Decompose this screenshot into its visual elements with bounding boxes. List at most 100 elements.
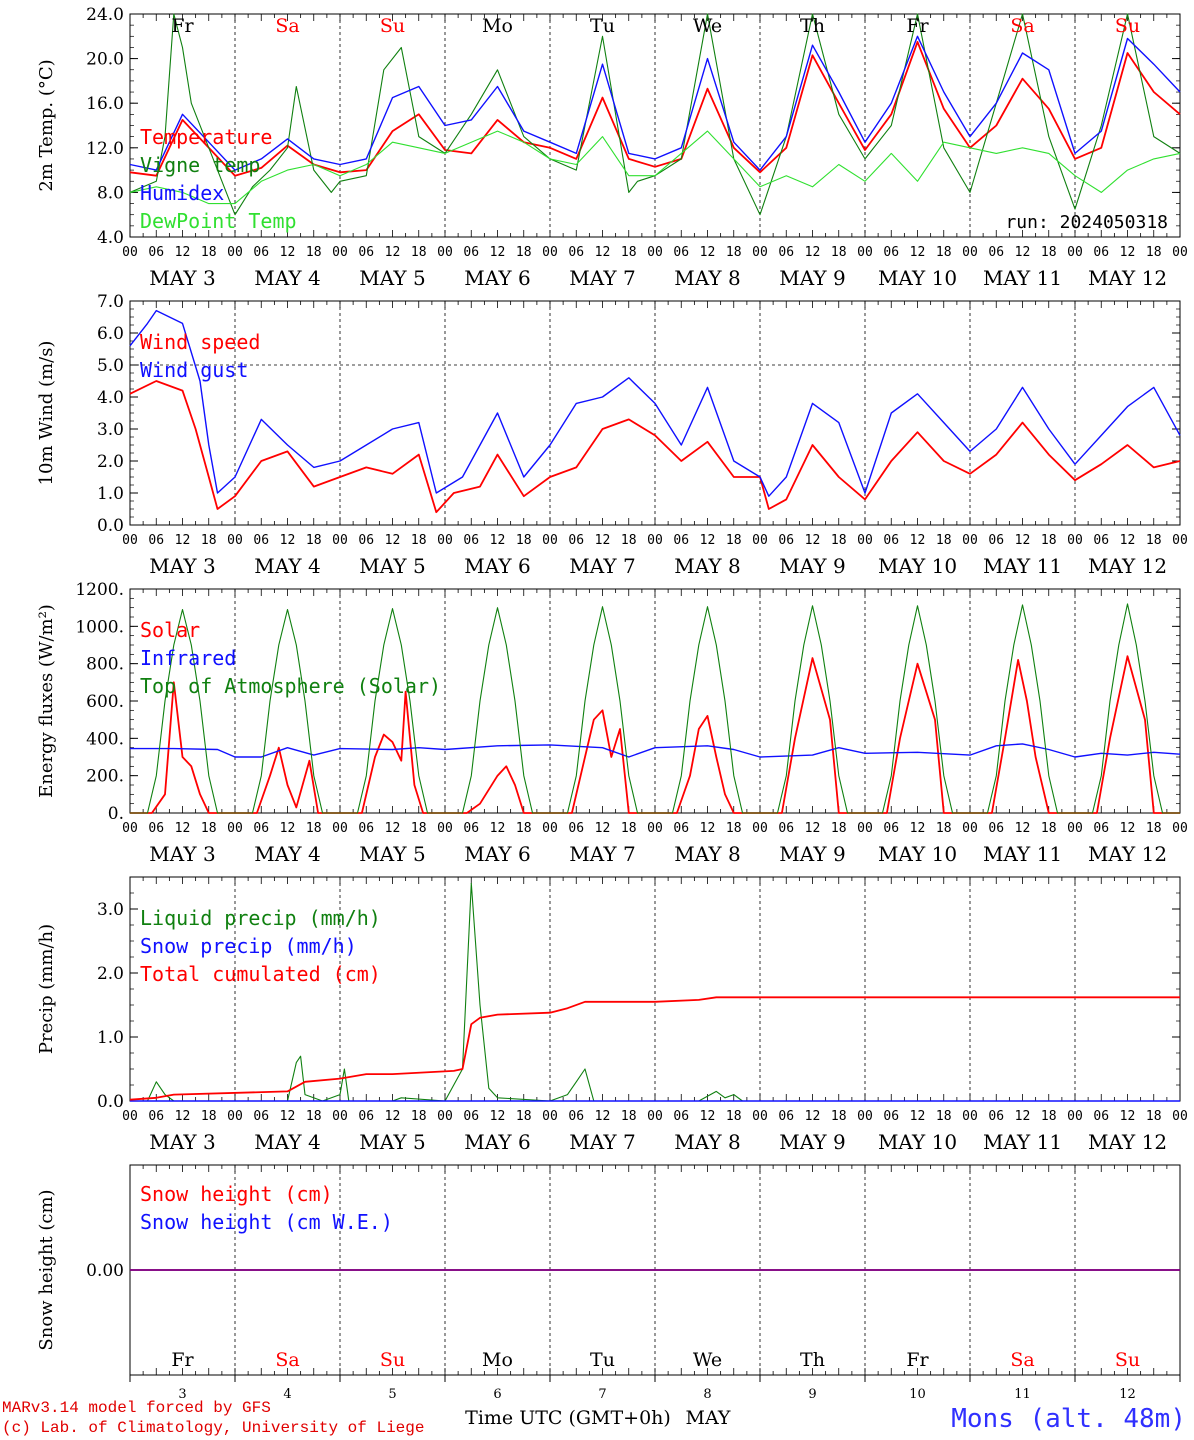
hour-tick-label: 12: [490, 245, 506, 260]
day-number: 10: [909, 1387, 926, 1402]
date-label: MAY 7: [569, 1130, 635, 1154]
hour-tick-label: 00: [332, 1109, 348, 1124]
y-tick-label: 0.00: [86, 1261, 124, 1281]
hour-tick-label: 18: [1146, 821, 1162, 836]
date-label: MAY 11: [983, 1130, 1062, 1154]
hour-tick-label: 12: [1015, 821, 1031, 836]
legend-entry: Snow height (cm): [140, 1182, 333, 1206]
weekday-label-bottom: Fr: [171, 1349, 194, 1371]
hour-tick-label: 12: [910, 1109, 926, 1124]
hour-tick-label: 00: [857, 821, 873, 836]
hour-tick-label: 00: [332, 533, 348, 548]
hour-tick-label: 12: [1120, 821, 1136, 836]
hour-tick-label: 18: [1146, 1109, 1162, 1124]
hour-tick-label: 00: [647, 821, 663, 836]
date-label: MAY 12: [1088, 842, 1167, 866]
hour-tick-label: 18: [936, 533, 952, 548]
hour-tick-label: 06: [148, 821, 164, 836]
hour-tick-label: 18: [411, 533, 427, 548]
legend-entry: Wind speed: [140, 330, 260, 354]
hour-tick-label: 18: [516, 821, 532, 836]
date-label: MAY 11: [983, 266, 1062, 290]
hour-tick-label: 00: [962, 1109, 978, 1124]
panel-frame: [129, 588, 1181, 814]
hour-tick-label: 12: [175, 245, 191, 260]
hour-tick-label: 06: [673, 533, 689, 548]
hour-tick-label: 00: [1067, 1109, 1083, 1124]
hour-tick-label: 18: [726, 821, 742, 836]
legend-entry: Vigne temp: [140, 153, 260, 177]
series-line: [129, 130, 1181, 205]
legend-entry: Infrared: [140, 646, 236, 670]
hour-tick-label: 12: [280, 533, 296, 548]
y-tick-label: 8.0: [97, 183, 124, 203]
hour-tick-label: 06: [148, 1109, 164, 1124]
legend-entry: Snow height (cm W.E.): [140, 1210, 393, 1234]
y-tick-label: 20.0: [86, 50, 124, 70]
hour-tick-label: 00: [857, 245, 873, 260]
hour-tick-label: 00: [122, 245, 138, 260]
hour-tick-label: 00: [857, 1109, 873, 1124]
hour-tick-label: 06: [673, 1109, 689, 1124]
hour-tick-label: 06: [1093, 533, 1109, 548]
y-tick-label: 0.0: [97, 1092, 124, 1112]
hour-tick-label: 12: [1120, 245, 1136, 260]
hour-tick-label: 00: [122, 821, 138, 836]
hour-tick-label: 06: [778, 1109, 794, 1124]
legend-entry: Top of Atmosphere (Solar): [140, 674, 441, 698]
hour-tick-label: 00: [1172, 245, 1188, 260]
series-line: [129, 380, 1181, 514]
hour-tick-label: 06: [463, 821, 479, 836]
hour-tick-label: 00: [752, 1109, 768, 1124]
hour-tick-label: 06: [358, 533, 374, 548]
date-label: MAY 3: [149, 266, 215, 290]
date-label: MAY 7: [569, 554, 635, 578]
hour-tick-label: 18: [411, 1109, 427, 1124]
y-axis-label: Precip (mm/h): [36, 924, 57, 1054]
date-label: MAY 9: [779, 554, 845, 578]
date-label: MAY 7: [569, 842, 635, 866]
hour-tick-label: 00: [122, 533, 138, 548]
y-tick-label: 2.0: [97, 452, 124, 472]
hour-tick-label: 12: [1015, 533, 1031, 548]
date-label: MAY 11: [983, 842, 1062, 866]
hour-tick-label: 18: [726, 533, 742, 548]
date-label: MAY 8: [674, 1130, 740, 1154]
hour-tick-label: 06: [148, 533, 164, 548]
hour-tick-label: 06: [883, 1109, 899, 1124]
date-label: MAY 8: [674, 266, 740, 290]
date-label: MAY 3: [149, 1130, 215, 1154]
weekday-label-bottom: Th: [800, 1349, 825, 1371]
day-number: 5: [388, 1387, 396, 1402]
hour-tick-label: 12: [385, 533, 401, 548]
hour-tick-label: 18: [306, 821, 322, 836]
date-label: MAY 6: [464, 554, 530, 578]
month-label: MAY: [686, 1407, 731, 1429]
hour-tick-label: 00: [227, 1109, 243, 1124]
hour-tick-label: 12: [175, 1109, 191, 1124]
day-number: 4: [283, 1387, 291, 1402]
hour-tick-label: 00: [752, 533, 768, 548]
legend-entry: Snow precip (mm/h): [140, 934, 357, 958]
y-tick-label: 4.0: [97, 388, 124, 408]
y-tick-label: 0.0: [97, 516, 124, 536]
footer-copyright: (c) Lab. of Climatology, University of L…: [2, 1419, 425, 1437]
day-number: 6: [493, 1387, 501, 1402]
series-line: [130, 655, 1180, 814]
hour-tick-label: 06: [358, 821, 374, 836]
day-number: 3: [178, 1387, 186, 1402]
hour-tick-label: 12: [700, 1109, 716, 1124]
day-number: 7: [598, 1387, 606, 1402]
hour-tick-label: 18: [411, 245, 427, 260]
y-tick-label: 5.0: [97, 356, 124, 376]
hour-tick-label: 00: [437, 533, 453, 548]
hour-tick-label: 18: [936, 245, 952, 260]
hour-tick-label: 06: [988, 1109, 1004, 1124]
weekday-label: Su: [380, 15, 405, 37]
series-line: [129, 41, 1181, 177]
y-tick-label: 3.0: [97, 420, 124, 440]
hour-tick-label: 00: [227, 245, 243, 260]
weekday-label: Tu: [590, 15, 615, 37]
panel-frame: [129, 300, 1181, 526]
